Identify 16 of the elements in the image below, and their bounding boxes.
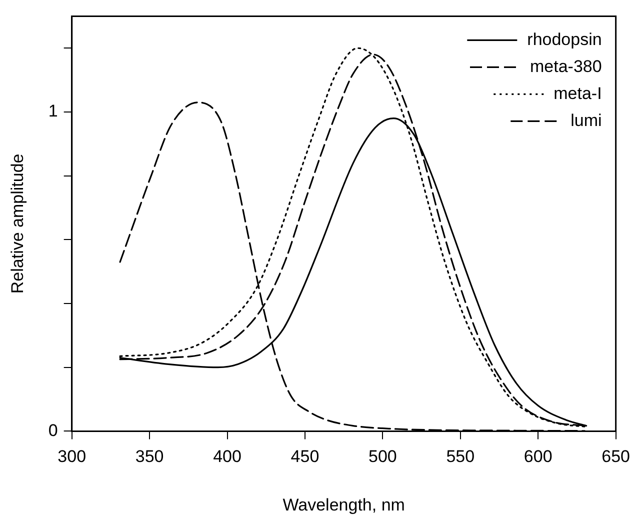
legend-label: rhodopsin xyxy=(527,30,602,49)
legend-label: meta-I xyxy=(554,84,602,103)
x-tick-label: 600 xyxy=(524,447,552,466)
x-tick-label: 550 xyxy=(446,447,475,466)
y-axis-title: Relative amplitude xyxy=(8,154,27,294)
x-tick-label: 500 xyxy=(368,447,397,466)
legend-label: lumi xyxy=(570,110,602,130)
x-tick-label: 300 xyxy=(58,447,86,466)
legend-label: meta-380 xyxy=(530,56,602,76)
x-tick-label: 450 xyxy=(290,447,320,466)
x-tick-label: 350 xyxy=(135,447,164,466)
x-tick-label: 650 xyxy=(602,447,630,466)
x-tick-label: 400 xyxy=(213,447,242,466)
y-tick-label: 1 xyxy=(48,102,58,121)
y-tick-label: 0 xyxy=(48,420,58,440)
x-axis-title: Wavelength, nm xyxy=(282,495,405,514)
